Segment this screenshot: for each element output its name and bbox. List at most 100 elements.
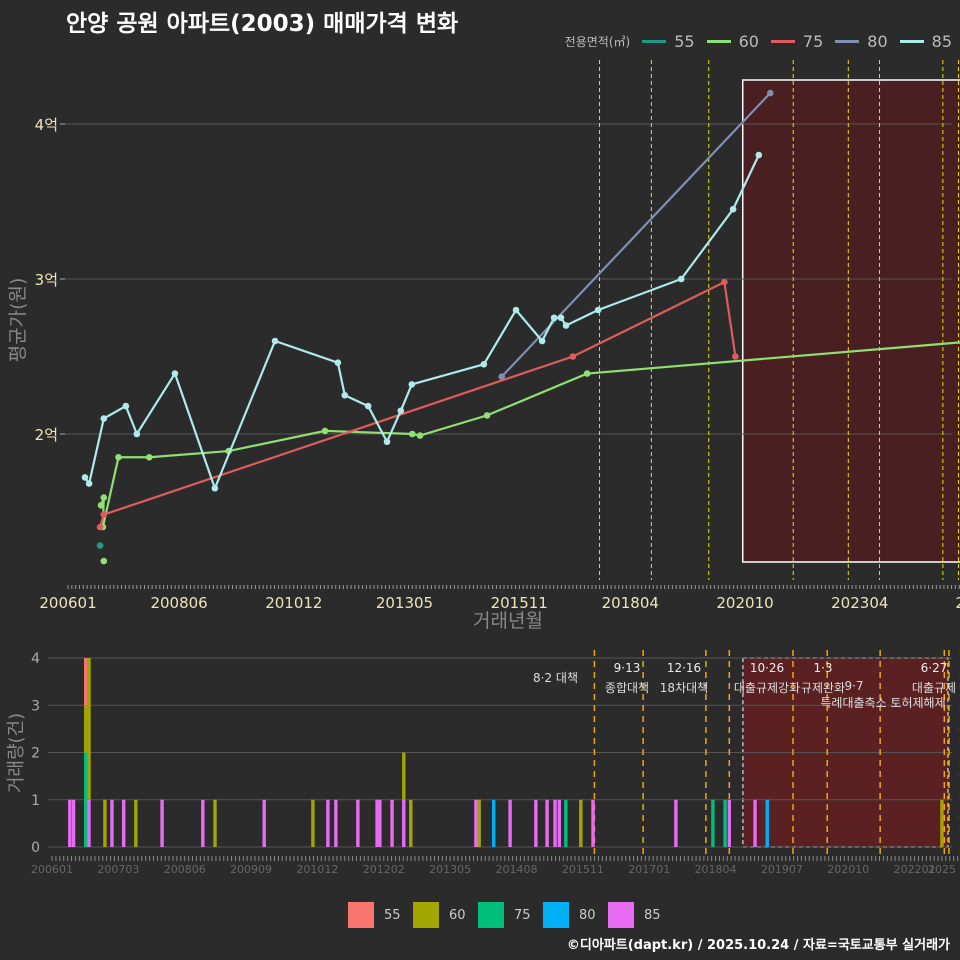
x-tick-label: 200806 [164, 863, 206, 876]
volume-bar-85 [390, 799, 394, 847]
volume-bar-85 [110, 799, 114, 847]
volume-bar-85 [262, 799, 266, 847]
legend-label: 55 [384, 907, 401, 923]
volume-bar-85 [87, 799, 91, 847]
annotation-label: 특례대출축소 토허제해제 [820, 696, 945, 710]
series-line-85 [84, 154, 760, 492]
annotation-date: 12·16 [667, 661, 701, 675]
volume-bar-60 [477, 799, 481, 847]
y-tick-label: 2 [31, 746, 40, 762]
data-point-85 [538, 337, 546, 345]
data-point-85 [81, 474, 89, 481]
series-line-60 [100, 341, 960, 528]
volume-bar-80 [765, 799, 769, 847]
legend-label: 80 [579, 907, 596, 923]
data-point-80 [498, 373, 506, 380]
data-point-60 [100, 557, 108, 565]
annotation-label: 규제완화 [801, 681, 845, 695]
data-point-55 [96, 542, 104, 549]
legend-item-80: 80 [835, 32, 888, 51]
annotation-label: 9·7 [844, 679, 863, 693]
volume-bar-80 [492, 799, 496, 847]
volume-bar-60 [134, 799, 138, 847]
x-tick-label: 202010 [716, 594, 773, 612]
data-point-75 [569, 353, 577, 360]
data-point-85 [408, 381, 416, 388]
legend-swatch [706, 40, 731, 43]
x-tick-label: 201804 [602, 594, 659, 612]
x-tick-label: 201804 [695, 863, 737, 876]
x-tick-label: 201305 [376, 594, 433, 612]
y-tick-label: 2억 [35, 426, 58, 444]
data-point-75 [721, 278, 728, 286]
volume-bar-75 [711, 799, 715, 847]
x-axis-title: 거래년월 [473, 610, 543, 632]
volume-bar-85 [160, 799, 164, 847]
volume-bar-85 [121, 799, 126, 847]
volume-bar-75 [723, 799, 727, 847]
legend-label: 55 [674, 32, 695, 51]
series-line-75 [99, 280, 737, 528]
volume-bar-85 [402, 799, 406, 847]
data-point-85 [133, 430, 141, 438]
annotation-label: 18차대책 [660, 680, 708, 695]
x-tick-label: 202304 [831, 594, 888, 612]
volume-bar-85 [474, 799, 478, 847]
annotation-date: 6·27 [921, 661, 948, 675]
data-point-85 [383, 438, 391, 446]
volume-bar-55 [84, 658, 88, 706]
y-axis-title: 평균가(원) [7, 278, 29, 363]
legend-item-60: 60 [413, 902, 478, 928]
data-point-85 [755, 151, 763, 159]
annotation-label: 종합대책 [605, 680, 649, 695]
data-point-85 [550, 314, 558, 322]
volume-bar-85 [71, 799, 76, 847]
volume-bar-60 [103, 799, 107, 847]
annotation-label: 대출규제 [912, 681, 956, 695]
x-tick-label: 201511 [491, 594, 548, 612]
volume-bar-60 [84, 705, 88, 753]
legend-swatch [770, 40, 795, 43]
annotation-label: 대출규제강화 [734, 681, 800, 695]
data-point-85 [341, 391, 349, 399]
y-tick-label: 3 [31, 698, 40, 714]
legend-label: 80 [867, 32, 888, 51]
y-tick-label: 3억 [35, 271, 58, 289]
legend-swatch [543, 902, 569, 928]
legend-label: 60 [738, 32, 759, 51]
top-legend: 전용면적(㎡) 55 60 75 80 85 [565, 32, 952, 51]
data-point-60 [321, 427, 329, 435]
x-tick-label: 201701 [628, 863, 670, 876]
y-tick-label: 4 [31, 651, 40, 667]
legend-label: 85 [931, 32, 952, 51]
volume-bar-85 [508, 799, 512, 847]
volume-bar-85 [356, 799, 360, 847]
x-tick-label: 201012 [296, 863, 338, 876]
legend-label: 60 [449, 907, 466, 923]
annotation-date: 10·26 [750, 661, 784, 675]
data-point-85 [334, 359, 342, 367]
y-tick-label: 1 [31, 793, 40, 809]
data-point-75 [732, 353, 739, 360]
legend-swatch [899, 40, 924, 43]
data-point-75 [100, 511, 108, 518]
volume-bar-60 [213, 799, 217, 847]
volume-bar-85 [545, 799, 549, 847]
legend-item-55: 55 [348, 902, 413, 928]
legend-swatch [413, 902, 439, 928]
legend-item-55: 55 [642, 32, 695, 51]
volume-bar-85 [557, 799, 561, 847]
volume-bar-85 [68, 799, 72, 847]
data-point-85 [271, 337, 279, 345]
data-point-60 [483, 412, 491, 419]
x-tick-label: 202010 [827, 863, 869, 876]
data-point-85 [557, 314, 565, 322]
legend-label: 85 [644, 907, 661, 923]
legend-item-75: 75 [478, 902, 543, 928]
legend-item-80: 80 [543, 902, 608, 928]
x-tick-label: 201511 [562, 863, 604, 876]
y-axis-title: 거래량(건) [6, 713, 27, 793]
chart-title: 안양 공원 아파트(2003) 매매가격 변화 [66, 11, 459, 37]
data-point-85 [512, 306, 520, 314]
